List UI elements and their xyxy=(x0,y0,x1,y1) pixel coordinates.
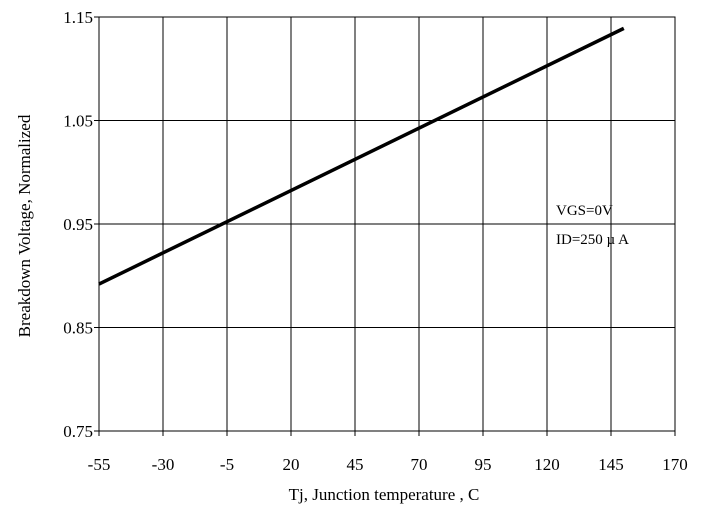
x-tick-label: -55 xyxy=(88,455,111,474)
y-tick-label: 1.15 xyxy=(63,8,93,27)
x-tick-label: 45 xyxy=(347,455,364,474)
x-axis-label: Tj, Junction temperature , C xyxy=(289,485,480,504)
series-line-0 xyxy=(98,26,625,286)
x-tick-label: 95 xyxy=(475,455,492,474)
x-tick-label: -30 xyxy=(152,455,175,474)
y-tick-label: 0.75 xyxy=(63,422,93,441)
annotation-id: ID=250 µ A xyxy=(556,232,629,248)
y-tick-labels: 0.75 0.85 0.95 1.05 1.15 xyxy=(63,8,93,441)
series-group xyxy=(98,26,625,286)
x-tick-label: 70 xyxy=(411,455,428,474)
x-tick-label: -5 xyxy=(220,455,234,474)
y-tick-label: 0.95 xyxy=(63,215,93,234)
x-tick-label: 170 xyxy=(662,455,688,474)
x-tick-labels: -55 -30 -5 20 45 70 95 120 145 170 xyxy=(88,455,688,474)
x-tick-label: 20 xyxy=(283,455,300,474)
x-tick-label: 120 xyxy=(534,455,560,474)
vertical-gridlines xyxy=(98,17,676,436)
y-axis-label: Breakdown Voltage, Normalized xyxy=(15,114,34,337)
horizontal-gridlines xyxy=(94,16,675,432)
x-tick-label: 145 xyxy=(598,455,624,474)
y-tick-label: 0.85 xyxy=(63,319,93,338)
plot-frame xyxy=(98,16,676,432)
y-tick-label: 1.05 xyxy=(63,112,93,131)
annotation-vgs: VGS=0V xyxy=(556,203,613,219)
